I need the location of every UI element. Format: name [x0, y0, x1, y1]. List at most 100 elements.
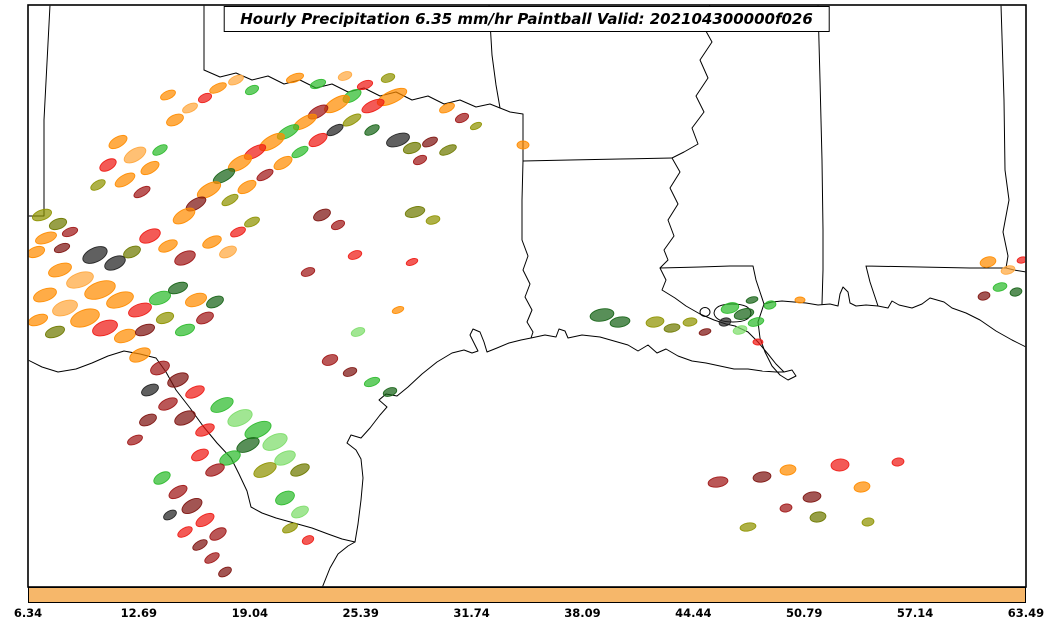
precip-blob [114, 172, 136, 188]
precip-blob [779, 503, 793, 513]
precip-blob [733, 308, 755, 320]
precip-blob [209, 527, 227, 541]
precip-blob [439, 144, 457, 156]
colorbar [28, 587, 1026, 603]
precip-blob [609, 316, 631, 328]
map-background [28, 5, 1026, 587]
precip-blob [853, 481, 871, 493]
precip-blob [155, 311, 175, 325]
precip-blob [209, 82, 227, 94]
precip-blob [589, 308, 615, 322]
precip-blob [196, 181, 222, 199]
precip-blob [830, 458, 850, 472]
precip-blob [99, 158, 117, 172]
coastline-east [757, 286, 1026, 381]
precip-blob [28, 313, 49, 327]
precipitation-blobs-layer [28, 71, 1026, 578]
precip-blob [195, 512, 215, 528]
precip-blob [202, 235, 222, 249]
precip-blob [237, 179, 257, 195]
precip-blob [84, 280, 116, 300]
precip-blob [44, 325, 66, 339]
precip-blob [439, 102, 455, 114]
precip-blob [185, 292, 207, 308]
precip-blob [210, 397, 234, 413]
precip-blob [979, 256, 997, 268]
precip-blob [185, 385, 205, 399]
precip-blob [361, 98, 385, 114]
precip-blob [763, 300, 777, 310]
precip-blob [386, 132, 410, 148]
precip-blob [290, 463, 310, 477]
precip-blob [779, 464, 797, 476]
precip-blob [197, 92, 213, 104]
precip-blob [682, 317, 698, 327]
precip-blob [977, 291, 991, 301]
precip-blob [301, 535, 315, 545]
precip-blob [66, 271, 94, 289]
precip-blob [133, 185, 151, 199]
precip-blob [221, 193, 239, 207]
precip-blob [167, 281, 189, 295]
precip-blob [412, 154, 428, 166]
precip-blob [422, 136, 438, 148]
precip-blob [454, 112, 470, 124]
precip-blob [123, 245, 141, 259]
precip-blob [167, 372, 189, 388]
precip-blob [160, 89, 176, 101]
precip-blob [35, 231, 57, 245]
precip-blob [698, 328, 712, 336]
border-ar-la [522, 157, 673, 162]
precip-blob [218, 566, 232, 578]
precip-blob [195, 423, 215, 437]
precip-blob [718, 317, 732, 327]
precip-blob [28, 245, 46, 259]
precip-blob [363, 376, 381, 388]
precip-blob [794, 296, 806, 304]
precip-blob [405, 258, 419, 266]
precip-blob [70, 308, 100, 328]
precip-blob [174, 410, 196, 426]
precip-blob [645, 316, 665, 328]
map-title-text: Hourly Precipitation 6.35 mm/hr Paintbal… [240, 10, 813, 28]
map-title-box: Hourly Precipitation 6.35 mm/hr Paintbal… [223, 6, 830, 32]
precip-blob [809, 511, 827, 523]
precip-blob [52, 299, 78, 317]
precip-blob [752, 338, 764, 346]
precip-blob [720, 302, 740, 314]
precip-blob [273, 155, 293, 171]
precip-blob [707, 476, 729, 488]
precip-blob [262, 433, 288, 451]
precip-blob [253, 462, 277, 478]
precip-blob [347, 250, 363, 260]
precip-blob [174, 250, 196, 266]
precip-blob [104, 255, 126, 271]
precip-blob [244, 84, 260, 96]
precip-blob [152, 144, 168, 156]
precip-blob [90, 179, 106, 191]
precip-blob [747, 317, 765, 327]
precip-blob [391, 306, 405, 314]
precip-blob [33, 287, 57, 303]
precip-blob [1016, 256, 1026, 264]
precip-blob [227, 409, 253, 427]
precip-blob [204, 552, 220, 564]
precip-blob [149, 290, 171, 306]
precip-blob [861, 517, 875, 527]
precip-blob [326, 123, 344, 137]
precip-blob [380, 73, 396, 83]
precip-blob [356, 79, 374, 91]
precip-blob [128, 302, 152, 318]
precip-blob [181, 497, 203, 515]
precip-blob [177, 526, 193, 538]
precip-blob [291, 145, 309, 159]
precip-blob [129, 347, 151, 363]
precip-blob [163, 509, 177, 521]
precip-blob [516, 140, 530, 150]
precip-blob [274, 450, 296, 466]
precip-blob [191, 448, 209, 462]
precip-blob [752, 471, 772, 483]
precip-blob [330, 219, 346, 231]
precip-blob [48, 262, 72, 278]
